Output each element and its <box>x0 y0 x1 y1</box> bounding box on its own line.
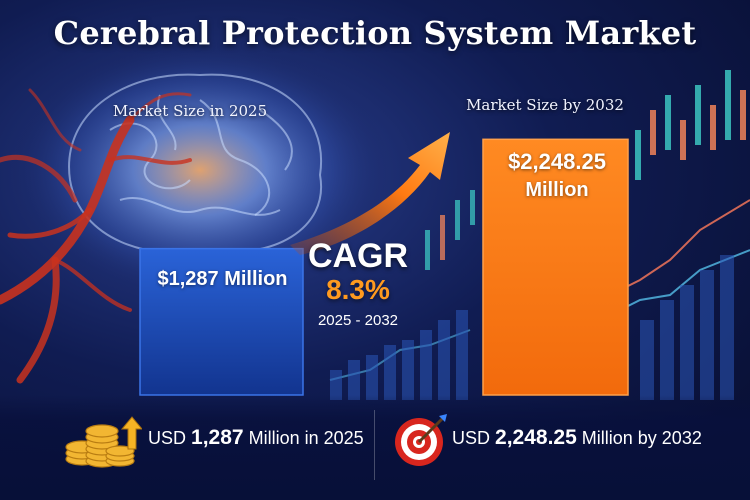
target-icon <box>395 414 447 466</box>
footer-2032-suffix: Million by 2032 <box>576 428 702 448</box>
blood-vessels <box>0 88 192 384</box>
cagr-label: CAGR <box>307 237 409 275</box>
footer-2025-prefix: USD <box>148 428 192 448</box>
cagr-period: 2025 - 2032 <box>317 312 399 329</box>
chart-bars <box>139 138 629 396</box>
footer-2032-value: 2,248.25 <box>495 426 577 449</box>
background-bars <box>330 255 734 400</box>
footer-2025-suffix: Million in 2025 <box>243 428 364 448</box>
bar-2025 <box>139 247 304 396</box>
up-arrow-icon <box>120 416 142 450</box>
cagr-value: 8.3% <box>326 274 390 305</box>
data-label-2032: $2,248.25 Million <box>482 148 632 204</box>
category-label-2025: Market Size in 2025 <box>112 102 268 120</box>
data-label-2032-value: $2,248.25 <box>508 149 606 174</box>
data-label-2032-unit: Million <box>525 179 589 201</box>
footer-summary-2032: USD 2,248.25 Million by 2032 <box>452 426 702 450</box>
data-label-2025: $1,287 Million <box>157 268 288 290</box>
footer-divider <box>374 410 375 480</box>
bar-2032 <box>482 138 629 396</box>
cagr-panel: CAGR 8.3% 2025 - 2032 <box>298 238 418 329</box>
coins-icon <box>65 416 142 468</box>
footer-summary-2025: USD 1,287 Million in 2025 <box>148 426 364 450</box>
footer-2032-prefix: USD <box>452 428 496 448</box>
footer-2025-value: 1,287 <box>191 426 244 449</box>
growth-arrow-icon <box>290 132 450 255</box>
category-label-2032: Market Size by 2032 <box>466 96 624 114</box>
page-title: Cerebral Protection System Market <box>53 14 697 52</box>
